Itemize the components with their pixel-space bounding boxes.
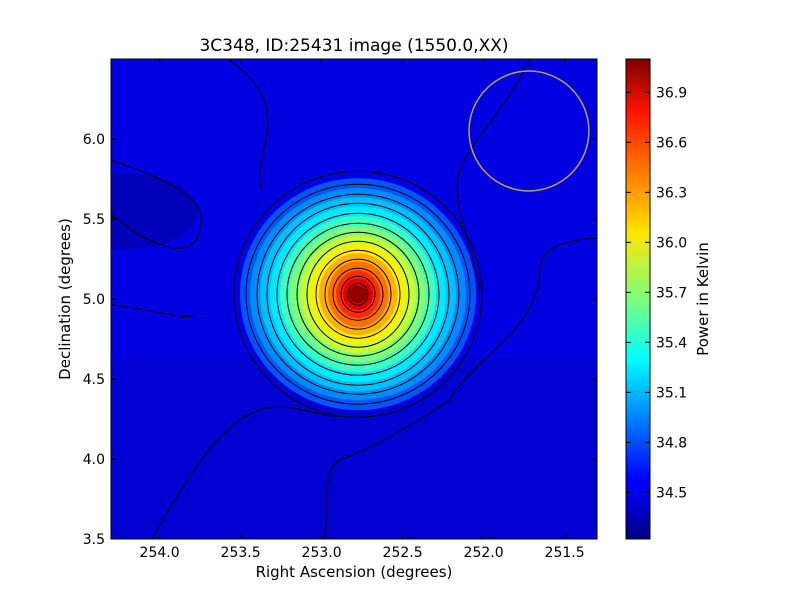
contour-line <box>111 159 202 249</box>
contour-line <box>347 282 369 306</box>
x-axis-label: Right Ascension (degrees) <box>256 563 453 581</box>
intensity-level <box>349 285 367 304</box>
x-tick-label: 252.0 <box>464 545 504 561</box>
contour-line <box>151 406 341 539</box>
contour-line <box>296 231 420 357</box>
contour-line <box>227 59 269 191</box>
colorbar-tick-label: 35.4 <box>656 335 687 351</box>
contour-line <box>332 267 384 321</box>
y-tick-label: 3.5 <box>83 532 105 548</box>
background-dark-region <box>111 173 198 249</box>
x-tick-label: 251.5 <box>545 545 585 561</box>
contour-line <box>340 275 376 313</box>
colorbar-ticks: 34.5 34.8 35.1 35.4 35.7 36.0 36.3 36.6 36.9 <box>626 85 687 501</box>
y-tick-label: 5.5 <box>83 212 105 228</box>
y-tick-label: 4.0 <box>83 452 105 468</box>
x-tick-label: 254.0 <box>140 545 180 561</box>
contour-line <box>266 202 450 386</box>
heatmap-layer <box>111 173 597 539</box>
colorbar-tick-label: 36.3 <box>656 185 687 201</box>
colorbar-tick-label: 36.0 <box>656 235 687 251</box>
contour-line <box>245 183 471 405</box>
beam-circle <box>468 70 590 192</box>
x-tick-label: 252.5 <box>383 545 423 561</box>
contour-line <box>315 249 401 339</box>
contour-line <box>276 212 440 376</box>
y-axis-label: Declination (degrees) <box>56 218 74 380</box>
colorbar-tick-label: 35.1 <box>656 385 687 401</box>
contour-line <box>233 170 483 418</box>
y-tick-label: 6.0 <box>83 132 105 148</box>
contour-line <box>456 59 531 291</box>
colorbar <box>625 58 651 540</box>
plot-area <box>111 59 597 539</box>
colorbar-tick-label: 34.8 <box>656 435 687 451</box>
contour-line <box>111 304 196 317</box>
contour-line <box>324 237 597 539</box>
colorbar-tick-label: 36.9 <box>656 85 687 101</box>
colorbar-tick-label: 36.6 <box>656 135 687 151</box>
y-tick-label: 4.5 <box>83 372 105 388</box>
x-tick-label: 253.0 <box>302 545 342 561</box>
contour-line <box>286 222 430 366</box>
contour-line <box>256 193 460 395</box>
x-axis-ticks: 254.0 253.5 253.0 252.5 252.0 251.5 <box>140 59 585 561</box>
contour-line <box>324 258 392 330</box>
chart-title: 3C348, ID:25431 image (1550.0,XX) <box>199 36 508 56</box>
y-tick-label: 5.0 <box>83 292 105 308</box>
colorbar-label: Power in Kelvin <box>694 242 712 356</box>
colorbar-tick-label: 35.7 <box>656 285 687 301</box>
colorbar-tick-label: 34.5 <box>656 485 687 501</box>
contour-line <box>306 240 410 348</box>
contour-layer <box>111 59 597 539</box>
x-tick-label: 253.5 <box>221 545 261 561</box>
y-axis-ticks: 3.5 4.0 4.5 5.0 5.5 6.0 <box>83 132 597 548</box>
